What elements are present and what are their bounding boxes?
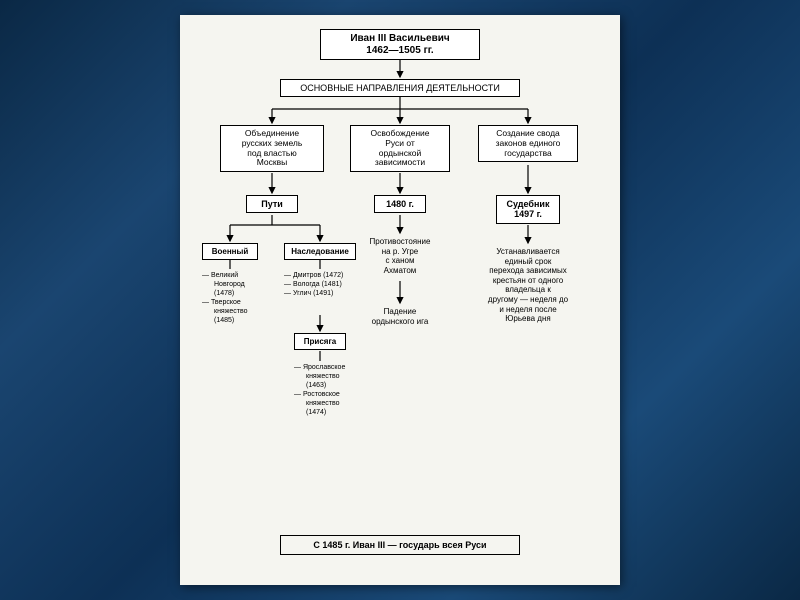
title-name: Иван III Васильевич [326,33,474,45]
inherit-list: Дмитров (1472) Вологда (1481) Углич (149… [284,271,364,298]
main-section-label: ОСНОВНЫЕ НАПРАВЛЕНИЯ ДЕЯТЕЛЬНОСТИ [300,83,500,93]
direction-unification: Объединение русских земель под властью М… [220,125,324,172]
footer-text: С 1485 г. Иван III — государь всея Руси [313,540,486,550]
sudebnik-box: Судебник 1497 г. [496,195,560,224]
ugra-event: Противостояние на р. Угре с ханом Ахмато… [354,237,446,275]
path-oath: Присяга [294,333,346,350]
footer-box: С 1485 г. Иван III — государь всея Руси [280,535,520,555]
oath-list: Ярославское княжество (1463) Ростовское … [294,363,374,418]
path-inheritance: Наследование [284,243,356,260]
fall-event: Падение ордынского ига [360,307,440,326]
main-section-box: ОСНОВНЫЕ НАПРАВЛЕНИЯ ДЕЯТЕЛЬНОСТИ [280,79,520,97]
sudebnik-description: Устанавливается единый срок перехода зав… [478,247,578,324]
paths-box: Пути [246,195,298,213]
path-military: Военный [202,243,258,260]
title-box: Иван III Васильевич 1462—1505 гг. [320,29,480,60]
direction-liberation: Освобождение Руси от ордынской зависимос… [350,125,450,172]
military-list: Великий Новгород (1478) Тверское княжест… [202,271,272,326]
diagram-page: Иван III Васильевич 1462—1505 гг. ОСНОВН… [180,15,620,585]
title-years: 1462—1505 гг. [326,45,474,57]
direction-lawcode: Создание свода законов единого государст… [478,125,578,162]
year-1480-box: 1480 г. [374,195,426,213]
